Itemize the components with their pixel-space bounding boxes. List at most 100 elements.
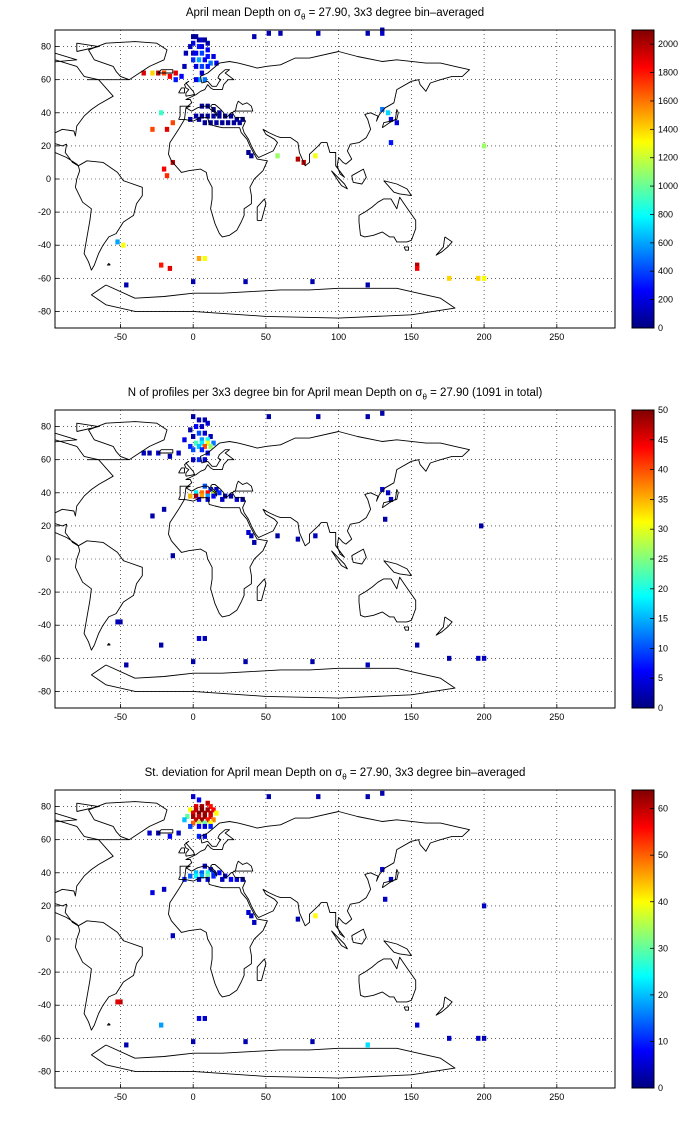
data-bin — [193, 50, 199, 56]
coastline — [55, 59, 114, 167]
coastline — [185, 431, 470, 558]
coastline — [55, 812, 78, 823]
x-tick-label: 200 — [477, 332, 492, 342]
data-bin — [211, 113, 216, 119]
y-tick-label: 80 — [41, 802, 51, 812]
x-tick-label: 100 — [331, 712, 346, 722]
colorbar-tick-label: 0 — [658, 323, 663, 333]
coastline — [381, 109, 399, 129]
data-bin — [380, 106, 385, 112]
coastline — [87, 421, 168, 461]
coastline — [351, 168, 367, 185]
coastline — [331, 550, 348, 570]
data-bin — [481, 275, 487, 281]
colorbar-tick-label: 1600 — [658, 96, 678, 106]
coastline — [435, 996, 453, 1016]
data-bin — [202, 255, 207, 261]
x-tick-label: 0 — [191, 712, 196, 722]
axes-frame — [54, 789, 616, 1089]
data-bin — [196, 417, 202, 423]
data-bin — [199, 70, 205, 76]
coastline — [383, 560, 412, 577]
data-bin — [164, 173, 170, 179]
data-bin — [205, 40, 210, 46]
data-bin — [205, 47, 210, 53]
data-bin — [196, 44, 202, 50]
data-bin — [202, 457, 207, 463]
data-bin — [313, 913, 318, 919]
data-bin — [313, 533, 318, 539]
data-bin — [193, 440, 199, 446]
data-bin — [199, 493, 205, 499]
y-tick-label: 60 — [41, 835, 51, 845]
data-bin — [228, 113, 234, 119]
data-bin — [202, 1015, 207, 1021]
coastline — [76, 802, 100, 812]
map-plot: -50 0 50 100 150 200 250806040200-20-40-60-806… — [38, 789, 668, 1102]
coastline — [178, 847, 185, 854]
x-tick-label: 250 — [549, 1092, 564, 1102]
data-bin — [141, 70, 146, 76]
data-bin — [202, 77, 207, 83]
coastlines — [55, 421, 470, 699]
data-bin — [481, 903, 487, 909]
x-tick-label: 0 — [191, 1092, 196, 1102]
colorbar-tick-label: 40 — [658, 897, 668, 907]
coastline — [351, 548, 367, 565]
data-bin — [182, 63, 187, 69]
data-bin — [156, 450, 161, 456]
axes-frame — [54, 29, 616, 329]
colorbar-tick-label: 20 — [658, 990, 668, 1000]
colorbar — [631, 789, 655, 1089]
colorbar-tick-label: 25 — [658, 554, 668, 564]
data-bin — [196, 255, 202, 261]
coastline — [184, 80, 196, 97]
data-bin — [188, 427, 193, 433]
data-bin — [246, 910, 251, 915]
data-bin — [193, 113, 199, 119]
data-bin — [211, 493, 216, 499]
data-bin — [234, 876, 239, 882]
coastline — [403, 626, 409, 631]
colorbar-tick-label: 60 — [658, 804, 668, 814]
axes-frame — [54, 409, 616, 709]
data-bin — [228, 876, 234, 882]
data-bin — [385, 490, 391, 496]
coastline — [87, 801, 168, 841]
data-bin — [249, 533, 254, 539]
data-bin — [188, 823, 193, 829]
colorbar-tick-label: 35 — [658, 494, 668, 504]
data-bin — [196, 116, 202, 122]
coastline — [55, 439, 114, 547]
chart-title: N of profiles per 3x3 degree bin for Apr… — [127, 387, 543, 402]
data-bin — [199, 50, 205, 56]
data-bin — [199, 113, 205, 119]
data-bin — [243, 279, 248, 285]
data-bin — [415, 642, 420, 648]
data-bin — [365, 794, 370, 800]
y-tick-label: 20 — [41, 901, 51, 911]
data-bin — [199, 63, 205, 69]
x-tick-label: 250 — [549, 712, 564, 722]
data-bin — [193, 873, 199, 879]
data-bin — [199, 870, 205, 876]
data-bin — [202, 417, 207, 423]
data-bin — [141, 450, 146, 456]
data-bin — [447, 655, 452, 661]
data-bin — [161, 166, 167, 172]
data-bin — [211, 870, 216, 876]
data-bin — [199, 440, 205, 446]
y-tick-label: 80 — [41, 422, 51, 432]
data-bin — [199, 424, 205, 430]
data-bin — [196, 430, 202, 436]
data-bin — [156, 830, 161, 836]
y-tick-label: 60 — [41, 455, 51, 465]
coastline — [331, 170, 348, 190]
data-bin — [202, 814, 207, 819]
data-bin — [193, 424, 199, 430]
colorbar-tick-label: 30 — [658, 524, 668, 534]
data-bin — [211, 440, 216, 446]
coastline — [331, 930, 348, 950]
data-bin — [196, 820, 202, 826]
data-bin — [243, 659, 248, 665]
